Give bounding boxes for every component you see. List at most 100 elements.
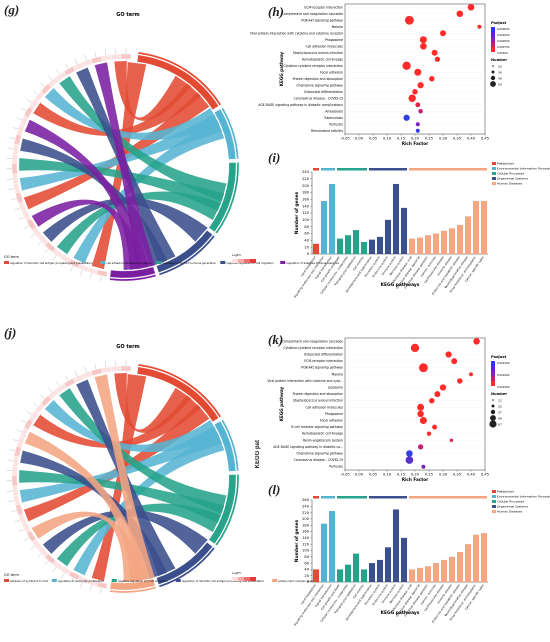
x-axis-label: Rich Factor bbox=[402, 477, 429, 482]
data-point bbox=[429, 397, 435, 404]
gene-segment bbox=[72, 62, 84, 72]
go-term-outer-arc bbox=[221, 107, 239, 160]
chord-legend-label: negative regulation of T cell activation bbox=[118, 579, 168, 583]
bar bbox=[448, 556, 456, 582]
legend-label: Metabolism bbox=[497, 161, 514, 165]
gene-tick bbox=[94, 363, 97, 370]
bar bbox=[480, 533, 488, 582]
y-tick-label: 80 bbox=[304, 225, 309, 229]
chord-scale-swatch bbox=[250, 259, 256, 263]
bar bbox=[472, 201, 480, 254]
chord-ribbon bbox=[20, 138, 168, 267]
y-tick-label: Cell adhesion molecules bbox=[305, 44, 343, 48]
plot-frame bbox=[344, 337, 486, 471]
y-tick-label: 100 bbox=[302, 549, 310, 553]
gene-tick bbox=[12, 439, 19, 442]
bar bbox=[480, 201, 488, 254]
color-legend-label: 0.000750 bbox=[497, 45, 510, 49]
go-term-outer-arc bbox=[137, 363, 222, 418]
data-point bbox=[419, 36, 427, 44]
chord-ribbon bbox=[94, 62, 155, 270]
x-tick-label: 0.35 bbox=[453, 473, 461, 477]
data-point bbox=[404, 15, 414, 25]
gene-tick bbox=[8, 188, 15, 191]
y-tick-label: 200 bbox=[302, 517, 310, 521]
x-tick-label: 0.15 bbox=[397, 137, 405, 141]
y-tick-label: Focal adhesion bbox=[320, 419, 343, 423]
color-legend-swatch bbox=[491, 47, 495, 52]
bar bbox=[320, 523, 328, 582]
gene-segment bbox=[21, 210, 32, 222]
chord-scale-title: LogFC bbox=[232, 571, 241, 575]
y-tick-label: 80 bbox=[304, 555, 309, 559]
x-tick-label: 0.35 bbox=[453, 137, 461, 141]
chord-ribbon bbox=[114, 61, 191, 121]
x-tick-label: 0.40 bbox=[467, 473, 476, 477]
data-point bbox=[469, 372, 473, 377]
data-point bbox=[439, 384, 447, 391]
gene-tick bbox=[26, 410, 32, 415]
gene-tick bbox=[61, 572, 65, 579]
color-legend-label: 0.000200 bbox=[497, 373, 510, 377]
gene-segment bbox=[13, 182, 21, 194]
gene-tick bbox=[104, 361, 107, 368]
category-group-bar bbox=[337, 496, 367, 499]
gene-segment bbox=[91, 56, 103, 64]
chord-legend-label: protein-lipid complex assembly bbox=[278, 579, 319, 583]
gene-tick bbox=[14, 519, 21, 523]
gene-tick bbox=[100, 275, 102, 282]
x-tick-label: 0.10 bbox=[383, 473, 392, 477]
chord-ribbon bbox=[19, 114, 223, 191]
y-tick-label: Protein digestion and absorption bbox=[293, 77, 343, 81]
gene-tick bbox=[79, 269, 83, 276]
gene-segment bbox=[11, 465, 18, 476]
gene-segment bbox=[16, 124, 25, 136]
gene-tick bbox=[56, 69, 61, 75]
chord-ribbon bbox=[94, 374, 155, 582]
y-axis-label: Number of genes bbox=[294, 191, 300, 234]
data-point bbox=[418, 109, 423, 114]
gene-segment bbox=[11, 475, 18, 486]
gene-segment bbox=[96, 269, 108, 277]
gene-segment bbox=[100, 366, 112, 374]
chord-ribbon bbox=[19, 158, 225, 212]
gene-tick bbox=[30, 545, 36, 550]
chord-legend-label: regulation of leukocyte proliferation bbox=[58, 579, 105, 583]
size-legend-label: 12 bbox=[498, 399, 502, 403]
y-tick-label: 140 bbox=[302, 536, 310, 540]
data-point bbox=[467, 3, 475, 11]
y-tick-label: 180 bbox=[302, 523, 310, 527]
category-group-bar bbox=[313, 168, 319, 171]
y-tick-label: Pertussis bbox=[329, 465, 343, 469]
chord-legend-swatch bbox=[111, 579, 117, 582]
gene-tick bbox=[14, 207, 21, 211]
size-legend-dot bbox=[490, 409, 496, 415]
data-point bbox=[449, 438, 454, 443]
gene-segment bbox=[14, 133, 22, 145]
go-term-arc bbox=[208, 162, 237, 233]
legend-swatch bbox=[492, 172, 496, 175]
bar bbox=[424, 235, 432, 254]
gene-tick bbox=[65, 375, 69, 381]
legend-label: Metabolism bbox=[497, 489, 514, 493]
gene-tick bbox=[7, 459, 14, 461]
y-tick-label: Hematopoietic cell lineage bbox=[302, 432, 343, 436]
category-group-bar bbox=[369, 168, 407, 171]
bar bbox=[416, 237, 424, 254]
chord-ribbon bbox=[42, 198, 208, 242]
gene-tick bbox=[94, 51, 97, 58]
size-legend-label: 30 bbox=[498, 71, 502, 75]
bar bbox=[328, 511, 336, 582]
legend-swatch bbox=[492, 500, 496, 503]
data-point bbox=[415, 102, 421, 108]
category-group-bar bbox=[321, 168, 335, 171]
y-tick-label: Amoebiasis bbox=[325, 109, 343, 113]
gene-segment bbox=[12, 143, 20, 155]
y-tick-label: Rheumatoid arthritis bbox=[311, 129, 343, 133]
gene-tick bbox=[26, 98, 32, 103]
bar bbox=[448, 228, 456, 254]
y-axis-label: KEGG pathway bbox=[279, 386, 284, 421]
chord-legend-title: GO term bbox=[4, 255, 19, 259]
size-legend-label: 50 bbox=[498, 83, 502, 87]
gene-tick bbox=[47, 75, 53, 81]
